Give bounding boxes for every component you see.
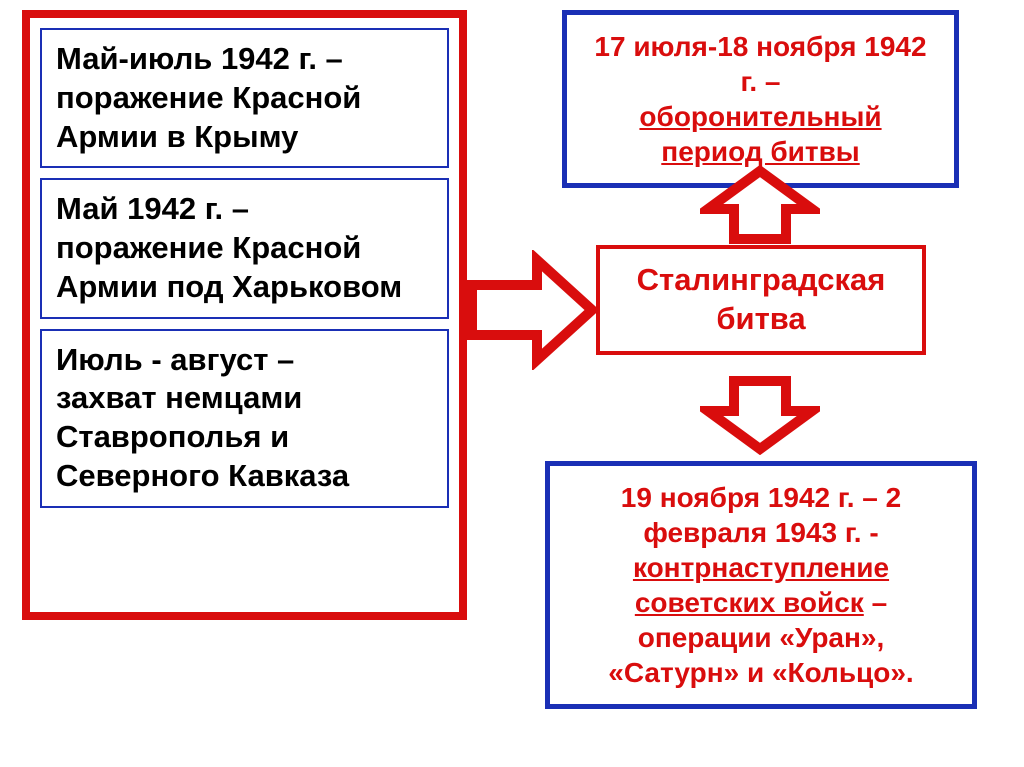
counteroffensive-dash: –: [864, 587, 887, 618]
counteroffensive-underlined-line: контрнаступление советских войск –: [570, 550, 952, 620]
event-box-kharkov: Май 1942 г. – поражение Красной Армии по…: [40, 178, 449, 318]
event-kharkov-date: Май 1942 г. –: [56, 190, 433, 229]
counteroffensive-label: контрнаступление советских войск: [633, 552, 889, 618]
event-crimea-text: поражение Красной Армии в Крыму: [56, 79, 433, 157]
arrow-right-icon: [467, 250, 597, 370]
event-crimea-date: Май-июль 1942 г. –: [56, 40, 433, 79]
stalingrad-battle-label: Сталинградская битва: [616, 261, 906, 339]
defensive-period-dates: 17 июля-18 ноября 1942 г. –: [587, 29, 934, 99]
defensive-period-box: 17 июля-18 ноября 1942 г. – оборонительн…: [562, 10, 959, 188]
event-box-caucasus: Июль - август – захват немцами Ставропол…: [40, 329, 449, 508]
event-caucasus-date: Июль - август –: [56, 341, 433, 380]
left-events-panel: Май-июль 1942 г. – поражение Красной Арм…: [22, 10, 467, 620]
counteroffensive-operations: операции «Уран», «Сатурн» и «Кольцо».: [570, 620, 952, 690]
event-caucasus-text: захват немцами Ставрополья и Северного К…: [56, 379, 433, 495]
counteroffensive-box: 19 ноября 1942 г. – 2 февраля 1943 г. - …: [545, 461, 977, 709]
arrow-up-icon: [700, 165, 820, 245]
defensive-period-label: оборонительный период битвы: [587, 99, 934, 169]
arrow-down-icon: [700, 375, 820, 455]
stalingrad-battle-box: Сталинградская битва: [596, 245, 926, 355]
counteroffensive-dates: 19 ноября 1942 г. – 2 февраля 1943 г. -: [570, 480, 952, 550]
event-kharkov-text: поражение Красной Армии под Харьковом: [56, 229, 433, 307]
event-box-crimea: Май-июль 1942 г. – поражение Красной Арм…: [40, 28, 449, 168]
